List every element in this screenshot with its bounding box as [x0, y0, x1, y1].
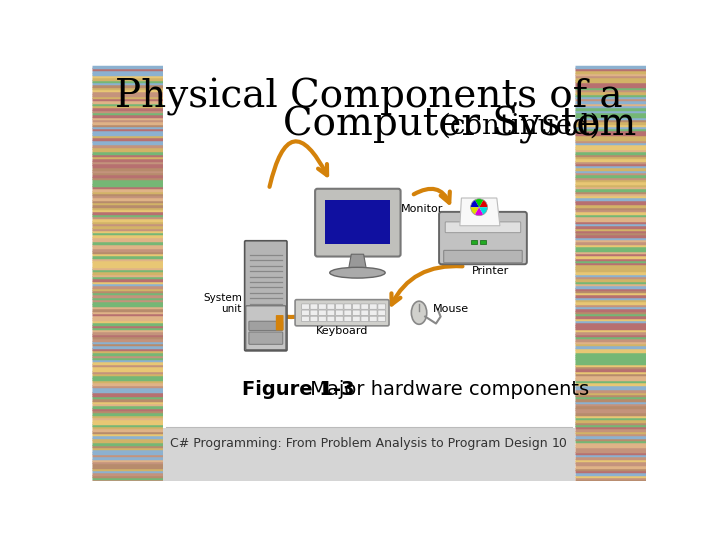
FancyBboxPatch shape [378, 304, 385, 309]
Polygon shape [575, 65, 647, 481]
FancyBboxPatch shape [378, 316, 385, 322]
Wedge shape [471, 207, 479, 214]
FancyBboxPatch shape [361, 310, 369, 315]
Text: Figure 1-3: Figure 1-3 [242, 380, 354, 399]
Text: Mouse: Mouse [433, 304, 469, 314]
FancyBboxPatch shape [378, 310, 385, 315]
FancyBboxPatch shape [310, 316, 318, 322]
Ellipse shape [411, 301, 427, 325]
Wedge shape [475, 207, 483, 215]
FancyBboxPatch shape [302, 304, 310, 309]
FancyBboxPatch shape [353, 310, 360, 315]
Polygon shape [348, 254, 366, 271]
Polygon shape [163, 65, 575, 481]
FancyBboxPatch shape [246, 306, 286, 350]
FancyBboxPatch shape [295, 300, 389, 326]
Text: Computer System: Computer System [283, 106, 649, 144]
FancyBboxPatch shape [336, 310, 343, 315]
FancyBboxPatch shape [445, 222, 521, 233]
FancyArrowPatch shape [414, 189, 450, 202]
FancyBboxPatch shape [336, 304, 343, 309]
FancyArrowPatch shape [392, 266, 462, 305]
Text: Physical Components of a: Physical Components of a [115, 78, 623, 116]
FancyBboxPatch shape [361, 304, 369, 309]
Ellipse shape [330, 267, 385, 278]
Text: Keyboard: Keyboard [316, 326, 368, 336]
FancyBboxPatch shape [310, 304, 318, 309]
Wedge shape [475, 199, 483, 207]
FancyBboxPatch shape [327, 310, 335, 315]
FancyBboxPatch shape [444, 251, 522, 262]
Text: C# Programming: From Problem Analysis to Program Design: C# Programming: From Problem Analysis to… [171, 437, 548, 450]
Text: Major hardware components: Major hardware components [304, 380, 589, 399]
FancyBboxPatch shape [361, 316, 369, 322]
FancyBboxPatch shape [318, 304, 326, 309]
Polygon shape [325, 200, 390, 244]
FancyBboxPatch shape [344, 310, 351, 315]
Polygon shape [460, 198, 500, 226]
FancyBboxPatch shape [336, 316, 343, 322]
FancyArrowPatch shape [269, 141, 327, 187]
FancyBboxPatch shape [302, 316, 310, 322]
Wedge shape [479, 207, 487, 214]
FancyBboxPatch shape [310, 310, 318, 315]
Text: Monitor: Monitor [401, 204, 444, 214]
FancyBboxPatch shape [276, 315, 284, 330]
FancyBboxPatch shape [327, 304, 335, 309]
FancyBboxPatch shape [318, 310, 326, 315]
FancyBboxPatch shape [249, 332, 283, 345]
FancyBboxPatch shape [249, 321, 283, 330]
FancyBboxPatch shape [318, 316, 326, 322]
FancyBboxPatch shape [353, 316, 360, 322]
Bar [480, 240, 486, 244]
FancyBboxPatch shape [327, 316, 335, 322]
FancyBboxPatch shape [344, 316, 351, 322]
FancyBboxPatch shape [369, 310, 377, 315]
Text: Printer: Printer [472, 266, 509, 276]
FancyBboxPatch shape [369, 304, 377, 309]
Text: 10: 10 [552, 437, 567, 450]
Text: System
unit: System unit [203, 293, 242, 314]
FancyBboxPatch shape [353, 304, 360, 309]
Wedge shape [479, 200, 487, 207]
FancyArrowPatch shape [253, 289, 295, 317]
FancyBboxPatch shape [302, 310, 310, 315]
FancyBboxPatch shape [344, 304, 351, 309]
Bar [471, 240, 477, 244]
Polygon shape [92, 65, 163, 481]
Text: (continued): (continued) [440, 113, 601, 140]
FancyBboxPatch shape [315, 189, 400, 256]
FancyBboxPatch shape [439, 212, 527, 264]
Polygon shape [163, 428, 575, 481]
FancyBboxPatch shape [245, 241, 287, 351]
FancyBboxPatch shape [369, 316, 377, 322]
Wedge shape [471, 200, 479, 207]
